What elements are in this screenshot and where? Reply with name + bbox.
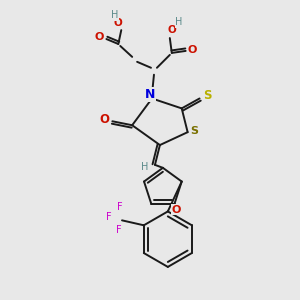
Text: O: O: [99, 113, 110, 126]
Text: F: F: [116, 225, 122, 235]
Text: F: F: [117, 202, 123, 212]
Text: F: F: [106, 212, 112, 222]
Text: O: O: [172, 205, 181, 214]
Text: H: H: [111, 10, 118, 20]
Text: O: O: [188, 45, 197, 55]
Text: H: H: [175, 17, 182, 27]
Text: O: O: [95, 32, 104, 42]
Text: H: H: [141, 162, 149, 172]
Text: S: S: [203, 89, 212, 102]
Text: S: S: [190, 126, 199, 136]
Text: N: N: [145, 88, 155, 101]
Text: O: O: [114, 18, 123, 28]
Text: O: O: [167, 25, 176, 35]
